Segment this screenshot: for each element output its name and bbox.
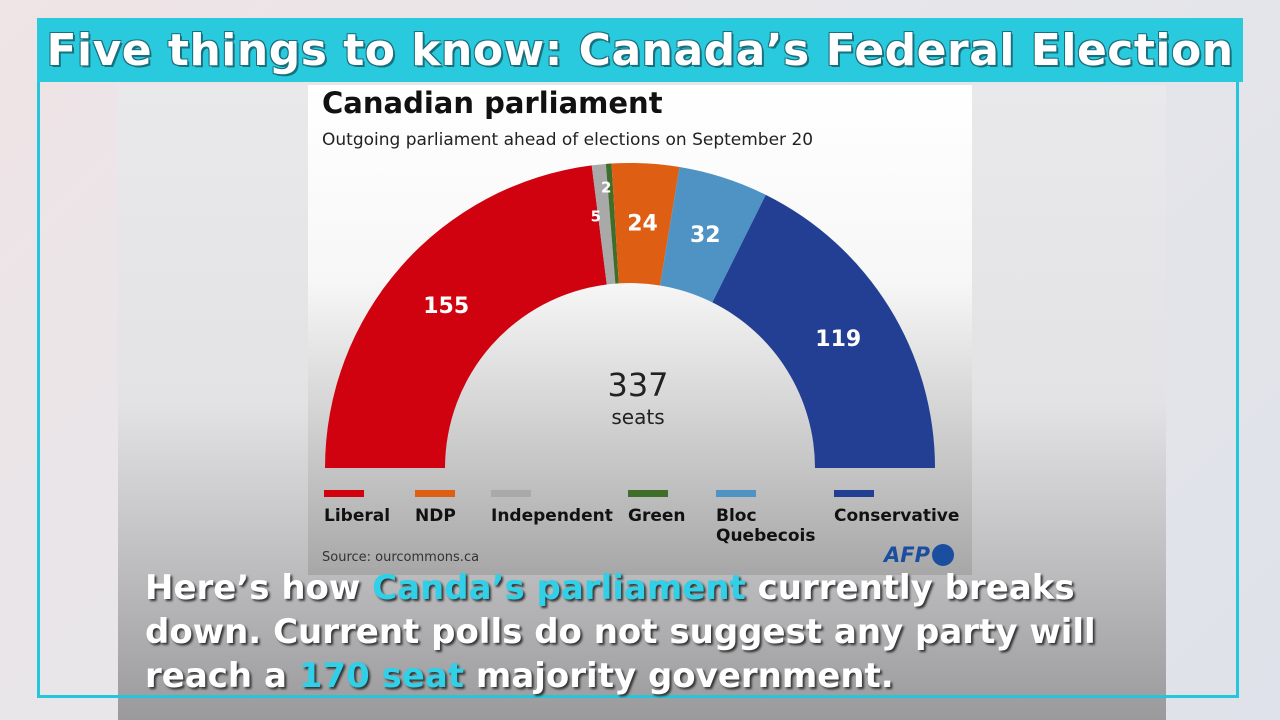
- caption-text: Here’s how: [145, 568, 373, 608]
- legend-label: NDP: [415, 506, 456, 526]
- chart-title: Canadian parliament: [322, 86, 663, 120]
- total-seats-unit: seats: [611, 405, 664, 429]
- legend-label: Conservative: [834, 506, 960, 526]
- segment-label: 5: [591, 207, 601, 225]
- caption-highlight: 170 seat: [298, 656, 465, 696]
- legend-label: Bloc Quebecois: [716, 506, 816, 546]
- legend-swatch: [324, 490, 364, 497]
- legend-item: Liberal: [324, 490, 390, 526]
- segment-label: 32: [690, 223, 721, 248]
- legend-swatch: [415, 490, 455, 497]
- legend-item: Bloc Quebecois: [716, 490, 816, 546]
- chart-subtitle: Outgoing parliament ahead of elections o…: [322, 130, 814, 150]
- legend-label: Green: [628, 506, 686, 526]
- segment-conservative: [712, 194, 935, 468]
- legend-swatch: [716, 490, 756, 497]
- legend-item: Conservative: [834, 490, 959, 526]
- total-seats: 337: [607, 366, 668, 404]
- caption-highlight: Canda’s parliament: [372, 568, 746, 608]
- title-bar: Five things to know: Canada’s Federal El…: [37, 18, 1243, 82]
- legend-swatch: [628, 490, 668, 497]
- afp-logo-text: AFP: [884, 543, 930, 567]
- segment-liberal: [325, 165, 607, 468]
- segment-label: 119: [815, 327, 861, 352]
- caption: Here’s how Canda’s parliament currently …: [145, 566, 1145, 698]
- legend-item: NDP: [415, 490, 456, 526]
- caption-text: currently breaks down. Current polls do …: [145, 568, 1096, 696]
- legend-label: Liberal: [324, 506, 391, 526]
- page-title: Five things to know: Canada’s Federal El…: [46, 24, 1234, 76]
- segment-label: 2: [601, 179, 611, 197]
- segment-independent: [591, 163, 616, 285]
- segment-ndp: [611, 163, 680, 286]
- segment-label: 24: [627, 211, 658, 236]
- legend-swatch: [491, 490, 531, 497]
- source-note: Source: ourcommons.ca: [322, 550, 480, 565]
- legend-item: Green: [628, 490, 686, 526]
- afp-logo-dot: [932, 544, 954, 566]
- legend-swatch: [834, 490, 874, 497]
- legend-label: Independent: [491, 506, 613, 526]
- afp-logo: AFP: [884, 543, 954, 567]
- segment-green: [605, 163, 619, 284]
- segment-bloc-quebecois: [660, 167, 766, 303]
- caption-text: majority government.: [464, 656, 894, 696]
- segment-label: 155: [423, 294, 469, 319]
- legend-item: Independent: [491, 490, 613, 526]
